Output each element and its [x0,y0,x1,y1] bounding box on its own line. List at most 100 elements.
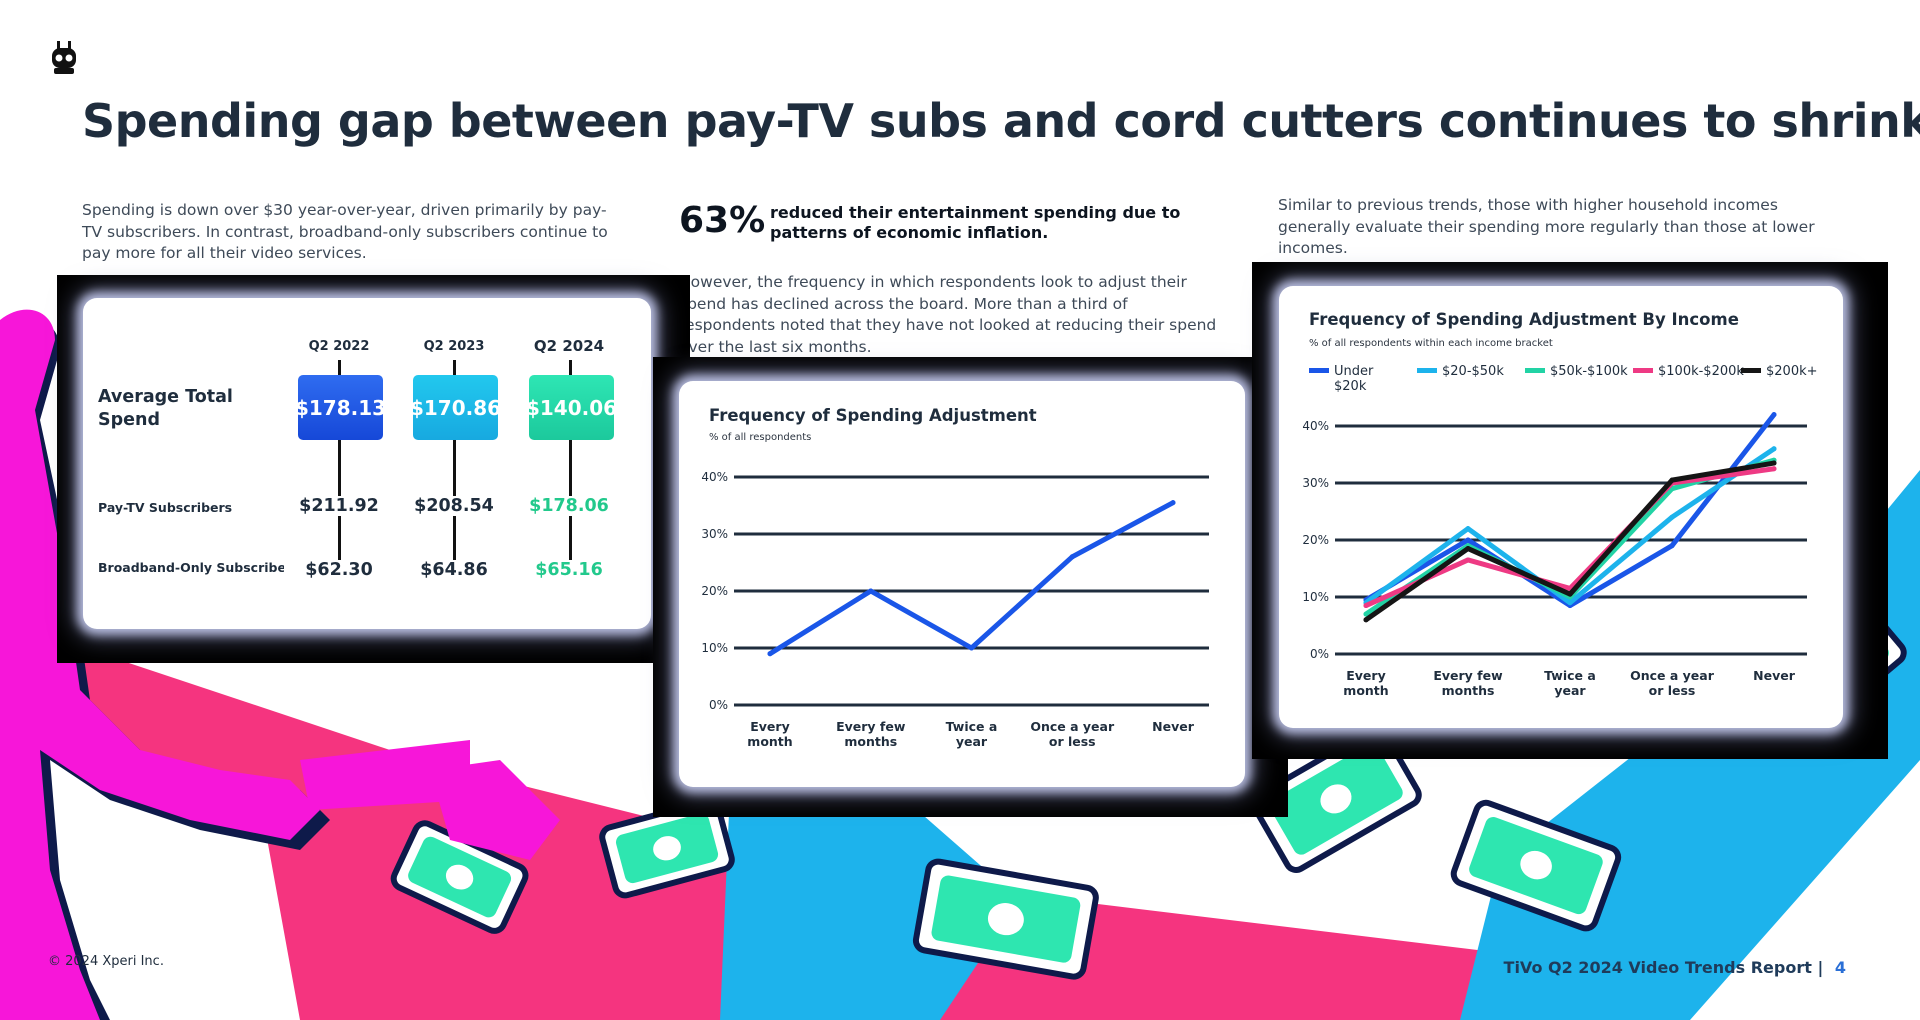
pay-tv-value-2024: $178.06 [514,496,624,516]
x-tick-label: Never [1753,668,1796,683]
legend-label: $200k+ [1766,364,1818,379]
column-line [569,360,572,570]
x-tick-label: Once a year or less [1630,668,1715,698]
row-label-broadband-only: Broadband-Only Subscribers [98,560,300,575]
x-tick-label-line: Twice a [1544,668,1596,683]
page-title: Spending gap between pay-TV subs and cor… [82,94,1920,148]
x-tick-label-line: or less [1049,734,1096,749]
money-bills [390,597,1907,980]
copyright: © 2024 Xperi Inc. [48,954,164,969]
page-number: 4 [1834,958,1846,977]
intro-paragraph-left: Spending is down over $30 year-over-year… [82,201,608,262]
data-point [1771,460,1777,466]
x-tick-label-line: Every [1346,668,1385,683]
frequency-chart-frame: Frequency of Spending Adjustment % of al… [653,357,1288,817]
data-point [868,588,874,594]
data-point [1669,514,1675,520]
y-tick-label: 0% [709,698,728,712]
data-point [1465,546,1471,552]
footer-separator: | [1817,958,1824,977]
legend-swatch [1417,368,1437,373]
col-head-q2-2023: Q2 2023 [423,339,485,354]
data-point [969,645,974,651]
broadband-value-2023: $64.86 [399,560,509,580]
data-point [1771,446,1777,452]
legend-swatch [1633,368,1653,373]
pink-ribbon [0,630,1580,1020]
x-tick-label-line: month [1343,683,1388,698]
legend-swatch [1525,368,1545,373]
x-tick-label-line: months [844,734,897,749]
x-tick-label-line: Never [1152,719,1195,734]
y-tick-label: 10% [701,641,728,655]
col-head-q2-2024: Q2 2024 [533,337,605,355]
broadband-value-2022: $62.30 [284,560,394,580]
data-point [1465,537,1471,543]
x-tick-label-line: Every [750,719,789,734]
x-tick-label: Twice a year [1544,668,1596,698]
income-chart-card: Frequency of Spending Adjustment By Inco… [1279,286,1843,728]
y-tick-label: 40% [701,470,728,484]
x-tick-label-line: year [1554,683,1586,698]
y-tick-label: 40% [1302,419,1329,433]
x-tick-label-line: Every few [836,719,906,734]
frequency-line-chart: 0% 10% 20% 30% 40% Every month Every few months T… [701,470,1209,749]
x-tick-label-line: year [956,734,988,749]
data-point [1465,526,1471,532]
tivo-robot-icon [52,41,76,74]
legend-label: $100k-$200k [1658,364,1744,379]
intro-paragraph-middle: However, the frequency in which responde… [679,273,1217,356]
data-point [1170,500,1176,506]
chart-subtitle: % of all respondents within each income … [1309,338,1553,349]
income-chart-frame: Frequency of Spending Adjustment By Inco… [1252,262,1888,759]
x-tick-label: Every month [747,719,792,749]
average-spend-badge-2023: $170.86 [410,375,501,440]
chart-title: Frequency of Spending Adjustment By Inco… [1309,310,1739,329]
x-tick-label: Never [1152,719,1195,734]
x-tick-label-line: month [747,734,792,749]
y-tick-label: 20% [701,584,728,598]
legend-label: Under $20k [1334,364,1374,394]
data-point [1669,477,1675,483]
x-tick-label-line: Twice a [946,719,998,734]
data-point [1363,617,1369,623]
x-tick-label: Every month [1343,668,1388,698]
spend-table-frame: Q2 2022 Q2 2023 Q2 2024 Average Total Sp… [57,275,690,663]
row-label-pay-tv: Pay-TV Subscribers [98,500,233,515]
income-line-chart: 0% 10% 20% 30% 40% Every month Every few months T… [1302,412,1807,698]
chart-subtitle: % of all respondents [709,432,812,443]
data-point [1363,611,1369,617]
x-tick-label-line: or less [1649,683,1696,698]
stat-text: reduced their entertainment spending due… [770,203,1181,242]
legend-label: $50k-$100k [1550,364,1628,379]
report-name: TiVo Q2 2024 Video Trends Report [1503,958,1812,977]
data-point [1567,600,1573,606]
x-tick-label-line: months [1442,683,1495,698]
data-point [1669,543,1675,549]
x-tick-label-line: Once a year [1630,668,1715,683]
average-spend-badge-2024: $140.06 [526,375,617,440]
intro-paragraph-right: Similar to previous trends, those with h… [1278,196,1815,257]
column-line [338,360,341,570]
data-point [1363,603,1369,609]
x-tick-label: Twice a year [946,719,998,749]
y-tick-label: 30% [1302,476,1329,490]
y-tick-label: 0% [1310,647,1329,661]
y-tick-label: 10% [1302,590,1329,604]
column-line [453,360,456,570]
spend-table-card: Q2 2022 Q2 2023 Q2 2024 Average Total Sp… [83,298,651,629]
data-point [1069,554,1075,560]
inflation-stat: 63% reduced their entertainment spending… [679,200,1180,246]
x-tick-label: Every few months [836,719,906,749]
legend-label: $20-$50k [1442,364,1504,379]
series-line-1 [767,500,1176,657]
x-tick-label-line: Never [1753,668,1796,683]
x-tick-label-line: Once a year [1030,719,1115,734]
y-tick-label: 20% [1302,533,1329,547]
data-point [1771,412,1777,418]
average-spend-badge-2022: $178.13 [295,375,386,440]
x-tick-label: Once a year or less [1030,719,1115,749]
pay-tv-value-2022: $211.92 [284,496,394,516]
row-label-average-total-spend: Average Total Spend [98,387,233,430]
data-point [1771,466,1777,472]
